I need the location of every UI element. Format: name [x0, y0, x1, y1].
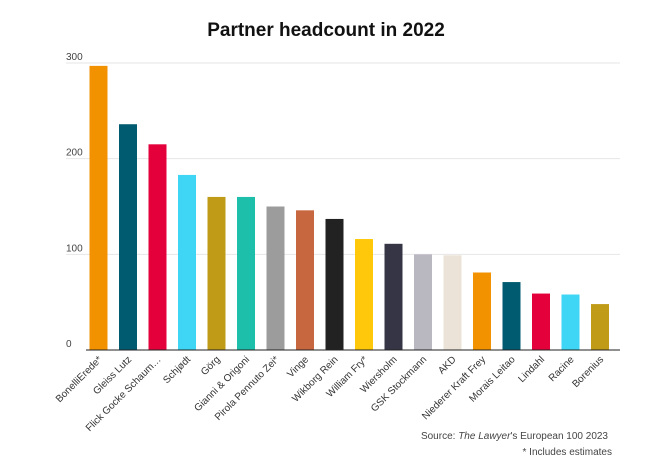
- x-tick-label: Lindahl: [517, 354, 548, 385]
- x-tick-label: GSK Stockmann: [369, 354, 429, 414]
- x-tick-label: Vinge: [285, 354, 311, 380]
- bar: [178, 174, 196, 350]
- bar: [384, 243, 403, 350]
- bar: [443, 255, 462, 350]
- source-note: Source: The Lawyer's European 100 2023: [421, 431, 608, 442]
- bar: [502, 282, 521, 350]
- bar: [237, 196, 255, 350]
- source-suffix: 's European 100 2023: [510, 431, 608, 442]
- x-tick-label: Borenius: [570, 354, 606, 390]
- y-tick-label: 200: [66, 148, 83, 159]
- bar: [119, 124, 137, 350]
- bar: [414, 254, 432, 350]
- x-tick-label: Görg: [199, 354, 223, 378]
- footnote: * Includes estimates: [522, 447, 613, 458]
- y-tick-label: 300: [66, 52, 83, 63]
- bar: [561, 294, 580, 350]
- y-tick-label: 100: [66, 243, 83, 254]
- bar: [591, 304, 609, 350]
- x-tick-label: AKD: [436, 354, 458, 376]
- source-prefix: Source:: [420, 431, 459, 442]
- bar: [296, 210, 314, 350]
- y-tick-label: 0: [66, 339, 72, 350]
- bar: [148, 144, 167, 350]
- x-tick-label: BonelliErede*: [54, 354, 105, 405]
- bar: [325, 218, 344, 350]
- x-tick-label: Schjødt: [161, 354, 193, 386]
- bar: [89, 65, 108, 351]
- bars: [89, 65, 609, 351]
- bar: [532, 293, 550, 350]
- bar: [355, 239, 373, 350]
- bar: [207, 196, 226, 350]
- bar: [473, 272, 491, 350]
- source-publication: The Lawyer: [458, 431, 511, 442]
- bar: [266, 206, 285, 350]
- chart-title: Partner headcount in 2022: [207, 20, 445, 41]
